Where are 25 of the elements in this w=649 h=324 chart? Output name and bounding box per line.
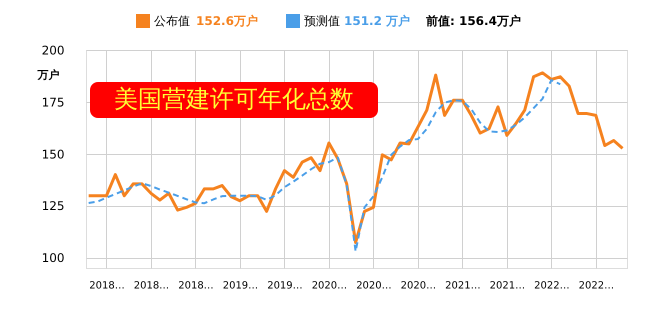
x-tick-label: 2019…: [222, 280, 258, 292]
y-tick-label: 100: [42, 251, 64, 266]
y-tick-label: 125: [42, 199, 64, 214]
y-tick-label: 150: [42, 147, 64, 162]
x-tick-label: 2018…: [89, 280, 125, 292]
x-tick-label: 2020…: [400, 280, 436, 292]
text: 152.6万户: [196, 14, 258, 28]
text: 美国营建许可年化总数: [114, 85, 354, 113]
x-tick-label: 2018…: [178, 280, 214, 292]
y-tick-label: 200: [42, 44, 64, 58]
x-tick-label: 2020…: [312, 280, 348, 292]
legend-label: 公布值: [154, 14, 190, 28]
line-series: [88, 79, 562, 252]
text: 151.2 万户: [344, 14, 410, 28]
y-axis-title: 万户: [36, 68, 60, 82]
y-tick-label: 175: [42, 95, 64, 110]
x-tick-label: 2022…: [578, 280, 614, 292]
x-tick-label: 2019…: [267, 280, 303, 292]
x-tick-label: 2018…: [134, 280, 170, 292]
text: 前值: 156.4万户: [425, 14, 521, 28]
x-tick-label: 2020…: [356, 280, 392, 292]
legend-label: 预测值: [304, 14, 340, 28]
x-tick-label: 2021…: [490, 280, 526, 292]
x-tick-label: 2022…: [534, 280, 570, 292]
x-tick-label: 2021…: [445, 280, 481, 292]
